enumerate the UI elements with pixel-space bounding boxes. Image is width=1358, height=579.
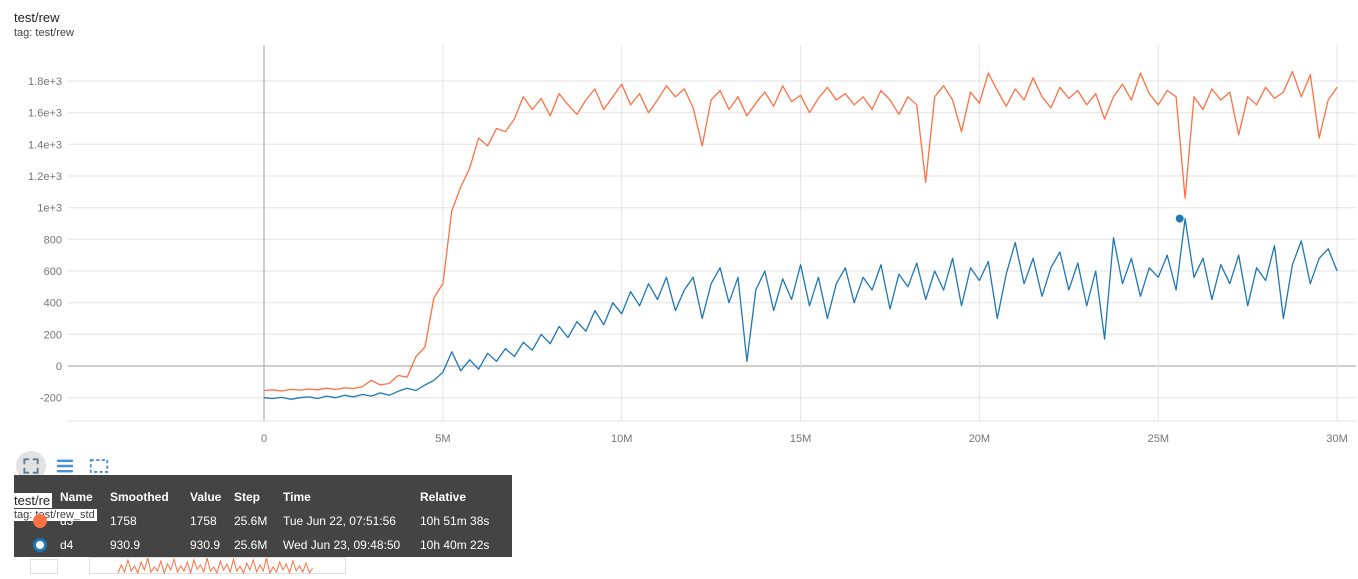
rew-std-sparkline xyxy=(117,557,314,575)
chart-card-tag: tag: test/rew xyxy=(14,27,74,39)
run-relative: 10h 40m 22s xyxy=(420,538,490,552)
series-line-rew-std xyxy=(117,557,314,575)
run-smoothed: 1758 xyxy=(110,514,137,528)
chart-card-title: test/rew xyxy=(14,10,60,25)
menu-icon xyxy=(56,459,74,473)
expand-icon xyxy=(23,458,39,474)
svg-text:1e+3: 1e+3 xyxy=(37,203,62,215)
svg-text:1.8e+3: 1.8e+3 xyxy=(28,76,62,88)
run-step: 25.6M xyxy=(234,538,268,552)
svg-text:600: 600 xyxy=(44,266,62,278)
tooltip-header-smoothed: Smoothed xyxy=(110,490,169,504)
run-color-swatch-d3 xyxy=(33,514,47,528)
fit-domain-icon xyxy=(89,459,109,473)
svg-text:5M: 5M xyxy=(435,433,450,445)
svg-text:400: 400 xyxy=(44,298,62,310)
scalar-line-chart[interactable]: -200 0 200 400 600 800 1e+3 1.2e+3 1.4e+3 1.6e+3 1… xyxy=(0,40,1358,452)
run-relative: 10h 51m 38s xyxy=(420,514,490,528)
svg-text:30M: 30M xyxy=(1326,433,1347,445)
second-chart-card-tag: tag: test/rew_std xyxy=(14,509,97,521)
run-value: 930.9 xyxy=(190,538,221,552)
second-chart-axis-stub xyxy=(30,559,58,574)
series-line-d3 xyxy=(263,70,1338,392)
tooltip-header-step: Step xyxy=(234,490,261,504)
second-chart-card-title: test/re xyxy=(14,493,53,508)
tooltip-header-relative: Relative xyxy=(420,490,467,504)
tooltip-header-time: Time xyxy=(283,490,311,504)
highlight-point xyxy=(1175,214,1184,223)
fit-domain-button[interactable] xyxy=(84,451,114,481)
run-color-swatch-d4 xyxy=(33,538,47,552)
svg-text:1.2e+3: 1.2e+3 xyxy=(28,171,62,183)
svg-text:200: 200 xyxy=(44,329,62,341)
run-smoothed: 930.9 xyxy=(110,538,141,552)
svg-text:-200: -200 xyxy=(40,393,62,405)
svg-text:10M: 10M xyxy=(611,433,632,445)
run-time: Wed Jun 23, 09:48:50 xyxy=(283,538,401,552)
run-name: d4 xyxy=(60,538,74,552)
svg-text:20M: 20M xyxy=(969,433,990,445)
chart-tooltip: Name Smoothed Value Step Time Relative d… xyxy=(14,475,512,557)
toggle-runs-button[interactable] xyxy=(50,451,80,481)
grid: -200 0 200 400 600 800 1e+3 1.2e+3 1.4e+3 1.6e+3 1… xyxy=(28,45,1356,445)
svg-text:25M: 25M xyxy=(1148,433,1169,445)
svg-text:1.4e+3: 1.4e+3 xyxy=(28,139,62,151)
svg-text:0: 0 xyxy=(261,433,267,445)
svg-text:800: 800 xyxy=(44,234,62,246)
svg-text:1.6e+3: 1.6e+3 xyxy=(28,108,62,120)
series-line-d4 xyxy=(263,218,1338,400)
run-step: 25.6M xyxy=(234,514,268,528)
run-value: 1758 xyxy=(190,514,217,528)
svg-text:15M: 15M xyxy=(790,433,811,445)
svg-text:0: 0 xyxy=(56,361,62,373)
run-time: Tue Jun 22, 07:51:56 xyxy=(283,514,396,528)
tooltip-header-name: Name xyxy=(60,490,93,504)
tooltip-header-value: Value xyxy=(190,490,222,504)
second-chart-plot[interactable] xyxy=(89,557,346,575)
